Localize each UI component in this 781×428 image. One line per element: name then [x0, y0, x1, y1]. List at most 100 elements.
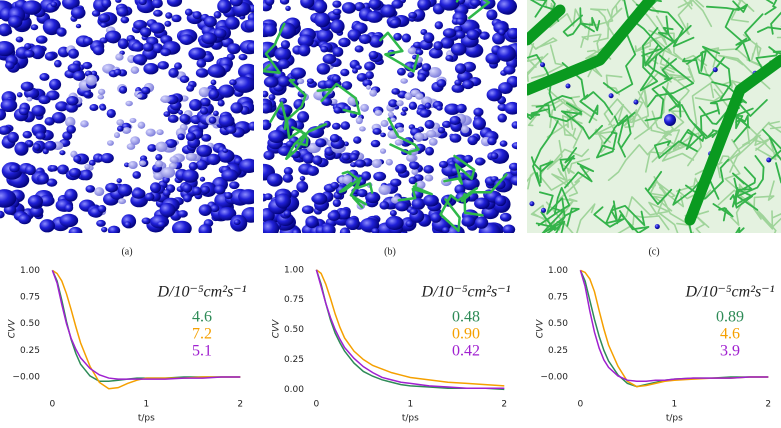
- atom: [152, 43, 164, 54]
- atom: [136, 93, 143, 99]
- atom: [445, 54, 454, 62]
- atom: [315, 138, 327, 148]
- atom: [299, 175, 306, 182]
- atom: [217, 99, 225, 107]
- atom: [196, 144, 213, 157]
- chain: [646, 54, 695, 108]
- atom: [313, 0, 328, 14]
- chain: [455, 0, 491, 20]
- atom: [421, 63, 432, 72]
- legend-entry: 0.48: [452, 309, 480, 326]
- atom: [35, 132, 46, 140]
- atom: [263, 150, 275, 161]
- atom: [263, 90, 269, 98]
- atom: [229, 79, 237, 86]
- atom: [66, 96, 79, 106]
- atom: [44, 117, 55, 126]
- atom: [107, 225, 121, 233]
- y-tick-label: 0.25: [284, 355, 304, 365]
- atom: [385, 215, 404, 231]
- chain: [631, 0, 668, 46]
- atom: [124, 221, 132, 228]
- atom: [24, 43, 32, 50]
- atom: [203, 15, 217, 28]
- chain: [757, 11, 781, 35]
- atom: [455, 17, 466, 26]
- atom: [499, 140, 508, 147]
- rendering-b: [263, 0, 517, 233]
- atom: [208, 116, 217, 124]
- chain: [680, 104, 705, 142]
- chain: [635, 66, 675, 106]
- atom: [179, 113, 190, 124]
- chain: [692, 122, 718, 140]
- atom: [151, 0, 163, 9]
- atom: [38, 95, 51, 105]
- x-tick-label: 1: [143, 400, 149, 410]
- atom: [373, 171, 387, 182]
- atom: [117, 198, 127, 205]
- chain: [546, 139, 590, 170]
- chain: [639, 48, 659, 92]
- atom: [297, 111, 310, 123]
- y-tick-label: 0.25: [20, 346, 40, 356]
- chain: [341, 170, 368, 209]
- chain: [537, 186, 571, 227]
- legend-title: D/10⁻⁵cm²s⁻¹: [157, 284, 247, 301]
- atom: [396, 126, 405, 133]
- caption: (a): [121, 246, 132, 257]
- chain: [539, 191, 566, 232]
- atom: [371, 227, 380, 233]
- chain: [397, 182, 433, 202]
- atom: [141, 217, 151, 225]
- chain: [561, 115, 583, 137]
- atom: [25, 164, 36, 176]
- chain: [605, 74, 623, 96]
- atom: [38, 194, 55, 207]
- chain: [718, 155, 743, 194]
- atom: [97, 94, 105, 100]
- chain: [617, 214, 670, 233]
- atom: [387, 111, 395, 118]
- atom: [379, 201, 390, 210]
- chain: [559, 147, 578, 172]
- atom: [405, 220, 414, 228]
- atom: [37, 173, 49, 185]
- atom: [0, 210, 5, 219]
- atom: [183, 194, 192, 203]
- atom: [165, 12, 173, 19]
- atom: [510, 175, 517, 186]
- chain: [560, 110, 603, 140]
- atom: [342, 175, 353, 185]
- atom: [15, 36, 24, 43]
- atom: [157, 61, 169, 70]
- atom: [306, 78, 315, 84]
- chain: [439, 187, 479, 233]
- atom: [415, 93, 424, 100]
- atom: [302, 153, 315, 164]
- x-tick-label: 2: [765, 400, 771, 410]
- atom: [200, 106, 209, 115]
- atom: [330, 19, 345, 34]
- atom: [39, 73, 50, 81]
- atom: [196, 58, 207, 68]
- atom: [419, 109, 431, 118]
- atom: [469, 0, 481, 7]
- atom: [296, 181, 309, 193]
- atom: [73, 155, 82, 163]
- chain: [527, 52, 549, 75]
- atom: [436, 79, 447, 88]
- chain: [735, 166, 757, 206]
- atom: [332, 8, 342, 16]
- atom: [68, 48, 79, 59]
- y-tick-label: 0.50: [284, 325, 304, 335]
- x-tick-label: 0: [50, 400, 56, 410]
- atom: [49, 78, 62, 91]
- atom: [160, 95, 171, 103]
- atom: [473, 107, 484, 117]
- chain: [532, 120, 559, 187]
- thick-chain: [527, 4, 566, 46]
- chain: [530, 44, 565, 79]
- chain: [316, 82, 361, 116]
- legend-entry: 5.1: [192, 343, 212, 360]
